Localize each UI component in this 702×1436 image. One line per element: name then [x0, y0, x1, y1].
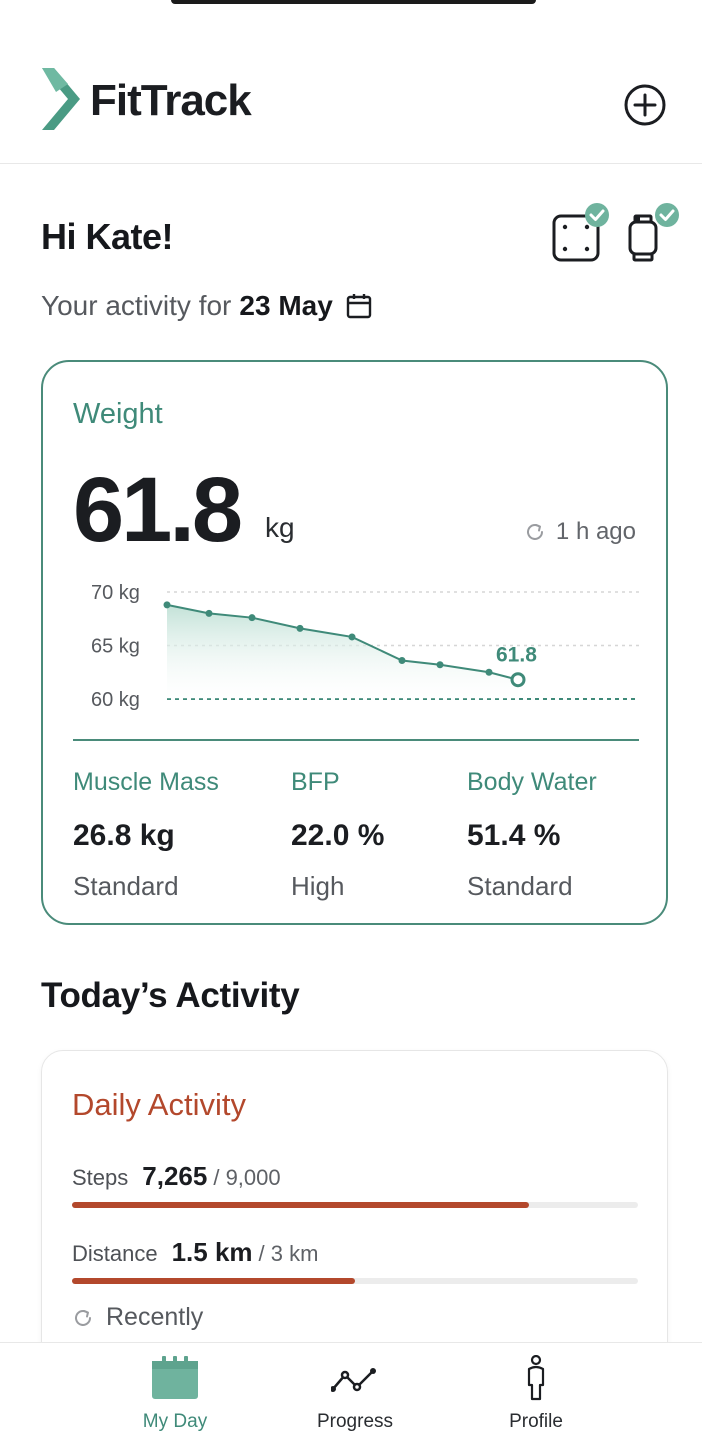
daily-activity-title: Daily Activity — [72, 1087, 246, 1122]
steps-row: Steps 7,265 / 9,000 — [72, 1161, 281, 1192]
metric-value: 22.0 % — [291, 819, 385, 852]
brand-name: FitTrack — [90, 76, 252, 125]
daily-activity-card[interactable]: Daily Activity Steps 7,265 / 9,000 Dista… — [41, 1050, 668, 1380]
distance-label: Distance — [72, 1241, 158, 1266]
chart-point — [296, 624, 304, 632]
chart-y-tick-label: 65 kg — [91, 636, 140, 658]
metric-body-water[interactable]: Body Water 51.4 % Standard — [467, 768, 597, 902]
metric-label: BFP — [291, 768, 340, 796]
distance-progress-fill — [72, 1278, 355, 1284]
steps-goal: / 9,000 — [213, 1165, 281, 1190]
scale-connected-icon[interactable] — [550, 202, 612, 264]
chart-point — [348, 633, 356, 641]
weight-card[interactable]: Weight 61.8 kg 1 h ago 70 kg 65 kg 60 kg 6… — [41, 360, 668, 925]
metric-status: Standard — [467, 871, 573, 901]
distance-progress-bar — [72, 1278, 638, 1284]
nav-label: Progress — [316, 1411, 394, 1432]
chart-y-tick-label: 60 kg — [91, 689, 140, 711]
weight-unit: kg — [265, 512, 295, 543]
greeting-title: Hi Kate! — [41, 216, 174, 257]
chart-area-fill — [167, 604, 518, 699]
person-icon — [527, 1355, 545, 1401]
metric-label: Body Water — [467, 768, 597, 796]
nav-label: Profile — [509, 1411, 563, 1432]
app-header: FitTrack — [0, 0, 702, 164]
activity-updated: Recently — [72, 1303, 203, 1332]
subtitle-prefix: Your activity for — [41, 290, 232, 321]
metric-status: High — [291, 871, 345, 901]
plus-circle-icon[interactable] — [622, 82, 668, 128]
weight-value: 61.8 — [73, 459, 243, 561]
chart-y-tick-label: 70 kg — [91, 582, 140, 604]
nav-my-day[interactable]: My Day — [105, 1355, 245, 1433]
device-notch — [171, 0, 536, 4]
steps-label: Steps — [72, 1165, 129, 1190]
watch-connected-icon[interactable] — [624, 202, 682, 264]
activity-updated-text: Recently — [106, 1303, 204, 1331]
chart-point — [205, 609, 213, 617]
bottom-navigation: My Day Progress Profile — [0, 1342, 702, 1436]
fittrack-logo-icon — [40, 66, 82, 132]
weight-title: Weight — [73, 398, 163, 430]
activity-date[interactable]: 23 May — [239, 290, 333, 321]
chart-point — [436, 661, 444, 669]
refresh-icon — [75, 1309, 91, 1326]
steps-progress-fill — [72, 1202, 529, 1208]
todays-activity-title: Today’s Activity — [41, 976, 300, 1015]
line-chart-icon — [331, 1368, 376, 1392]
steps-value: 7,265 — [142, 1161, 208, 1191]
nav-profile[interactable]: Profile — [466, 1355, 606, 1433]
nav-progress[interactable]: Progress — [285, 1355, 425, 1433]
chart-point — [485, 668, 493, 676]
distance-value: 1.5 km — [171, 1237, 253, 1267]
steps-progress-bar — [72, 1202, 638, 1208]
chart-point — [248, 614, 256, 622]
refresh-icon — [526, 523, 543, 540]
weight-trend-chart: 70 kg 65 kg 60 kg 61.8 — [91, 582, 639, 711]
weight-updated-text: 1 h ago — [555, 518, 636, 545]
metric-bfp[interactable]: BFP 22.0 % High — [291, 768, 384, 902]
nav-label: My Day — [142, 1411, 208, 1432]
metric-label: Muscle Mass — [73, 768, 219, 796]
chart-point — [163, 601, 171, 609]
distance-goal: / 3 km — [258, 1241, 319, 1266]
metric-value: 26.8 kg — [73, 819, 175, 852]
weight-divider — [73, 739, 639, 741]
metric-value: 51.4 % — [467, 819, 561, 852]
weight-updated: 1 h ago — [524, 518, 636, 546]
chart-current-point — [510, 672, 526, 688]
metric-status: Standard — [73, 871, 179, 901]
activity-date-line: Your activity for 23 May — [41, 290, 373, 322]
metric-muscle-mass[interactable]: Muscle Mass 26.8 kg Standard — [73, 768, 219, 902]
calendar-icon — [152, 1356, 198, 1399]
distance-row: Distance 1.5 km / 3 km — [72, 1237, 318, 1268]
chart-last-value-label: 61.8 — [496, 644, 537, 667]
calendar-icon[interactable] — [345, 292, 373, 320]
chart-point — [398, 656, 406, 664]
